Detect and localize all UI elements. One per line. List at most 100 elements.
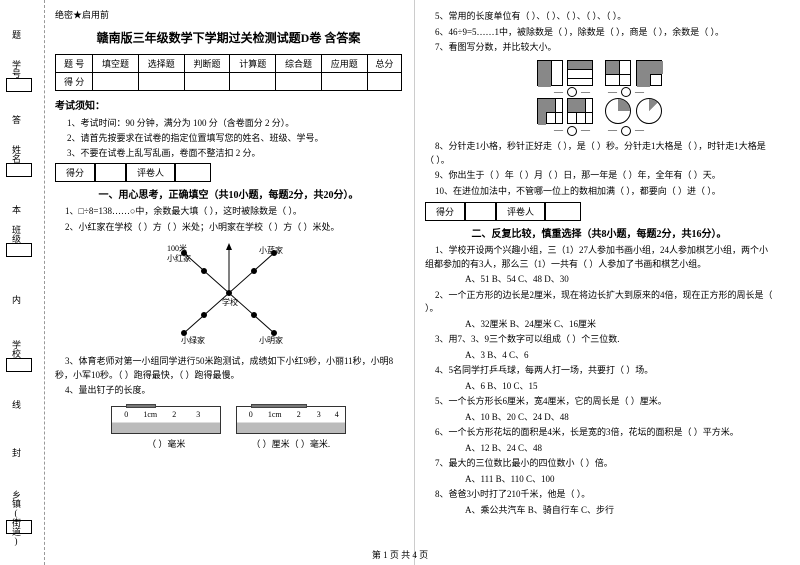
reviewer-label: 评卷人 <box>496 202 545 221</box>
svg-text:学校: 学校 <box>222 297 238 307</box>
margin-box <box>6 358 32 372</box>
fraction-box <box>567 60 593 86</box>
fraction-circle <box>605 98 631 124</box>
td: 得 分 <box>56 73 93 91</box>
question: 9、你出生于（ ）年（ ）月（ ）日，那一年是（ ）年，全年有（ ）天。 <box>425 169 773 183</box>
reviewer-blank[interactable] <box>545 202 581 221</box>
notice-list: 1、考试时间：90 分钟，满分为 100 分（含卷面分 2 分）。 2、请首先按… <box>55 116 402 159</box>
th: 填空题 <box>93 55 139 73</box>
question: 10、在进位加法中，不管哪一位上的数相加满（ ），都要向（ ）进（ ）。 <box>425 185 773 199</box>
options: A、6 B、10 C、15 <box>455 380 773 394</box>
left-column: 绝密★启用前 赣南版三年级数学下学期过关检测试题D卷 含答案 题 号 填空题 选… <box>45 0 415 565</box>
score-table: 题 号 填空题 选择题 判断题 计算题 综合题 应用题 总分 得 分 <box>55 54 402 91</box>
margin-char: 线 <box>10 400 23 409</box>
direction-diagram: 100米 小绿家 小明家 小红家 小蓝家 学校 <box>55 238 402 351</box>
margin-char: 题 <box>10 30 23 39</box>
question: 4、5名同学打乒乓球，每两人打一场，共要打（ ）场。 <box>425 364 773 378</box>
right-column: 5、常用的长度单位有（ ）、（ ）、（ ）、（ ）、（ ）。 6、46÷9=5…… <box>415 0 785 565</box>
question: 5、常用的长度单位有（ ）、（ ）、（ ）、（ ）、（ ）。 <box>425 10 773 24</box>
th: 综合题 <box>276 55 322 73</box>
label-hong: 100米 <box>167 243 187 253</box>
ruler-diagram: 0 1cm 2 3 （ ）毫米 0 1cm 2 3 4 <box>55 402 402 454</box>
page: 题 学号 答 姓名 本 班级 内 学校 线 封 乡镇(街道) 绝密★启用前 赣南… <box>0 0 800 565</box>
notice-heading: 考试须知： <box>55 97 402 112</box>
ruler-answer: （ ）毫米 <box>111 437 221 450</box>
td[interactable] <box>93 73 139 91</box>
binding-margin: 题 学号 答 姓名 本 班级 内 学校 线 封 乡镇(街道) <box>0 0 45 565</box>
fraction-box <box>605 60 631 86</box>
score-label: 得分 <box>425 202 465 221</box>
margin-xingming: 姓名 <box>10 145 23 163</box>
options: A、111 B、110 C、100 <box>455 473 773 487</box>
question: 1、□÷8=138……○中，余数最大填（ ），这时被除数是（ ）。 <box>55 205 402 219</box>
question: 5、一个长方形长6厘米，宽4厘米，它的周长是（ ）厘米。 <box>425 395 773 409</box>
question: 2、小红家在学校（ ）方（ ）米处；小明家在学校（ ）方（ ）米处。 <box>55 221 402 235</box>
options: A、32厘米 B、24厘米 C、16厘米 <box>455 318 773 332</box>
question-list: 1、□÷8=138……○中，余数最大填（ ），这时被除数是（ ）。 2、小红家在… <box>55 205 402 454</box>
margin-banji: 班级 <box>10 225 23 243</box>
margin-box <box>6 78 32 92</box>
question: 6、一个长方形花坛的面积是4米，长是宽的3倍，花坛的面积是（ ）平方米。 <box>425 426 773 440</box>
question: 8、爸爸3小时打了210千米，他是（ ）。 <box>425 488 773 502</box>
table-row: 题 号 填空题 选择题 判断题 计算题 综合题 应用题 总分 <box>56 55 402 73</box>
reviewer-label: 评卷人 <box>126 163 175 182</box>
options: A、3 B、4 C、6 <box>455 349 773 363</box>
table-row: 得 分 <box>56 73 402 91</box>
margin-char: 封 <box>10 448 23 457</box>
td[interactable] <box>184 73 230 91</box>
question: 3、用7、3、9三个数字可以组成（ ）个三位数. <box>425 333 773 347</box>
score-blank[interactable] <box>95 163 126 182</box>
compare-circle[interactable] <box>621 126 631 136</box>
score-entry: 得分 评卷人 <box>55 163 402 182</box>
score-entry: 得分 评卷人 <box>425 202 773 221</box>
svg-text:小红家: 小红家 <box>167 253 191 263</box>
svg-text:小绿家: 小绿家 <box>181 335 205 345</box>
margin-xuexiao: 学校 <box>10 340 23 358</box>
question: 1、学校开设两个兴趣小组，三（1）27人参加书画小组，24人参加棋艺小组，两个小… <box>425 244 773 271</box>
th: 应用题 <box>321 55 367 73</box>
margin-char: 本 <box>10 205 23 214</box>
compare-circle[interactable] <box>621 87 631 97</box>
choice-list: 1、学校开设两个兴趣小组，三（1）27人参加书画小组，24人参加棋艺小组，两个小… <box>425 244 773 517</box>
compare-circle[interactable] <box>567 126 577 136</box>
question: 4、量出钉子的长度。 <box>55 384 402 398</box>
reviewer-blank[interactable] <box>175 163 211 182</box>
svg-text:小蓝家: 小蓝家 <box>259 245 283 255</box>
confidential-label: 绝密★启用前 <box>55 8 402 21</box>
fraction-box <box>567 98 593 124</box>
section1-title: 一、用心思考，正确填空（共10小题，每题2分，共20分）。 <box>55 186 402 201</box>
fraction-box <box>537 60 563 86</box>
notice-item: 1、考试时间：90 分钟，满分为 100 分（含卷面分 2 分）。 <box>67 116 402 129</box>
th: 总分 <box>367 55 401 73</box>
td[interactable] <box>276 73 322 91</box>
question: 2、一个正方形的边长是2厘米，现在将边长扩大到原来的4倍，现在正方形的周长是（ … <box>425 289 773 316</box>
fraction-box <box>636 60 662 86</box>
options: A、乘公共汽车 B、骑自行车 C、步行 <box>455 504 773 518</box>
th: 计算题 <box>230 55 276 73</box>
options: A、10 B、20 C、24 D、48 <box>455 411 773 425</box>
notice-item: 3、不要在试卷上乱写乱画，卷面不整洁扣 2 分。 <box>67 146 402 159</box>
td[interactable] <box>321 73 367 91</box>
ruler-2: 0 1cm 2 3 4 （ ）厘米（ ）毫米. <box>236 406 346 450</box>
section2-title: 二、反复比较，慎重选择（共8小题，每题2分，共16分）。 <box>425 225 773 240</box>
svg-text:小明家: 小明家 <box>259 335 283 345</box>
options: A、51 B、54 C、48 D、30 <box>455 273 773 287</box>
margin-xiangzhen: 乡镇(街道) <box>10 490 23 546</box>
ruler-1: 0 1cm 2 3 （ ）毫米 <box>111 406 221 450</box>
page-footer: 第 1 页 共 4 页 <box>0 548 800 561</box>
compare-circle[interactable] <box>567 87 577 97</box>
fraction-circle <box>636 98 662 124</box>
exam-title: 赣南版三年级数学下学期过关检测试题D卷 含答案 <box>55 29 402 46</box>
score-label: 得分 <box>55 163 95 182</box>
fraction-box <box>537 98 563 124</box>
td[interactable] <box>230 73 276 91</box>
margin-char: 答 <box>10 115 23 124</box>
question-list: 5、常用的长度单位有（ ）、（ ）、（ ）、（ ）、（ ）。 6、46÷9=5…… <box>425 10 773 198</box>
question: 7、看图写分数，并比较大小。 <box>425 41 773 55</box>
fraction-diagram: ―― ―― ―― ―― <box>425 59 773 137</box>
score-blank[interactable] <box>465 202 496 221</box>
question: 3、体育老师对第一小组同学进行50米跑测试，成绩如下小红9秒，小丽11秒，小明8… <box>55 355 402 382</box>
td[interactable] <box>367 73 401 91</box>
td[interactable] <box>138 73 184 91</box>
margin-box <box>6 243 32 257</box>
